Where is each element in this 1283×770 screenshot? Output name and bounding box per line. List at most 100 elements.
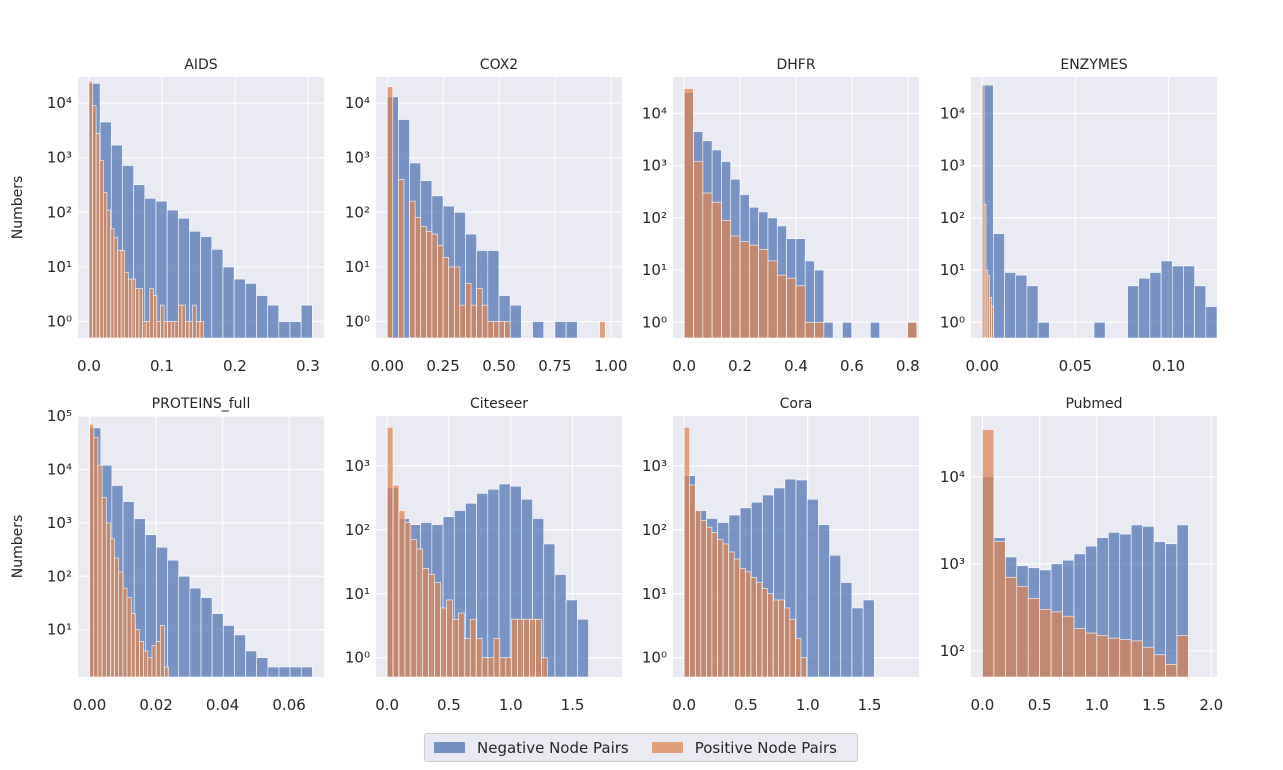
legend-label-negative: Negative Node Pairs: [477, 738, 629, 757]
bar-positive: [1165, 663, 1178, 677]
bar-positive: [170, 321, 176, 338]
legend-swatch-negative: [434, 742, 465, 753]
bar-positive: [481, 304, 489, 338]
x-tick-label: 2.0: [1199, 696, 1223, 714]
bar-positive: [1142, 646, 1155, 677]
bar-positive: [409, 200, 416, 338]
bar-positive: [1050, 611, 1063, 677]
y-tick-label: 10³: [940, 157, 965, 175]
y-tick-label: 10⁰: [642, 649, 667, 667]
bar-positive: [991, 306, 994, 338]
bar-positive: [114, 557, 120, 677]
bar-positive: [499, 657, 507, 677]
bar-positive: [174, 321, 179, 338]
bar-positive: [498, 321, 505, 338]
bar-negative: [256, 657, 269, 677]
y-tick-label: 10²: [345, 521, 370, 539]
bar-negative: [829, 554, 842, 677]
bar-positive: [767, 593, 774, 677]
y-tick-label: 10²: [345, 203, 370, 221]
x-tick-label: 0.04: [206, 696, 239, 714]
bar-positive: [139, 641, 144, 677]
bar-negative: [211, 613, 224, 677]
bar-positive: [750, 577, 757, 677]
bar-positive: [151, 645, 157, 677]
bar-positive: [160, 304, 165, 338]
bar-positive: [426, 230, 433, 338]
x-tick-label: 1.0: [499, 696, 523, 714]
x-tick-label: 0.00: [370, 357, 403, 375]
bar-negative: [189, 587, 202, 677]
bar-positive: [459, 304, 466, 338]
bar-positive: [517, 618, 524, 677]
bar-negative: [289, 666, 302, 677]
bar-positive: [178, 304, 183, 338]
y-tick-label: 10²: [642, 209, 667, 227]
bar-positive: [783, 607, 791, 677]
y-tick-label: 10¹: [47, 258, 72, 276]
bar-positive: [702, 192, 713, 338]
bars: [683, 88, 918, 338]
bar-positive: [487, 657, 495, 677]
x-tick-label: 0.1: [150, 357, 174, 375]
panel-proteins-full: PROTEINS_full 0.00 0.02 0.04 0.06 10¹ 10² 10³ 10…: [10, 396, 324, 714]
y-tick-label: 10⁴: [940, 468, 965, 486]
bar-positive: [437, 244, 444, 338]
bar-positive: [599, 321, 606, 338]
bar-positive: [739, 567, 746, 677]
bar-positive: [1062, 615, 1075, 677]
bar-negative: [565, 599, 578, 677]
bar-negative: [222, 625, 235, 677]
bar-positive: [164, 666, 169, 677]
bar-positive: [458, 612, 465, 677]
bar-positive: [431, 233, 438, 338]
bar-positive: [469, 618, 477, 677]
bar-positive: [795, 638, 802, 677]
y-tick-label: 10⁰: [642, 313, 667, 331]
bar-positive: [159, 625, 165, 677]
bar-positive: [167, 321, 172, 338]
bars: [982, 429, 1189, 677]
bar-negative: [267, 666, 280, 677]
bar-positive: [529, 618, 536, 677]
bar-negative: [554, 574, 567, 677]
bar-negative: [166, 209, 179, 338]
bar-positive: [428, 574, 435, 677]
bar-positive: [453, 266, 461, 338]
y-tick-label: 10¹: [47, 621, 72, 639]
y-tick-label: 10⁴: [642, 104, 667, 122]
panel-title: ENZYMES: [1060, 57, 1127, 73]
y-tick-label: 10³: [47, 514, 72, 532]
x-tick-label: 0.06: [272, 696, 305, 714]
bar-positive: [414, 217, 422, 338]
bar-positive: [993, 541, 1006, 677]
bar-negative: [993, 233, 1005, 338]
y-tick-label: 10²: [47, 203, 72, 221]
bar-negative: [245, 283, 257, 338]
y-tick-label: 10⁰: [345, 649, 370, 667]
bar-positive: [422, 567, 429, 677]
bar-positive: [452, 618, 459, 677]
x-tick-label: 1.5: [1142, 696, 1166, 714]
bar-positive: [711, 201, 722, 338]
bar-positive: [728, 551, 735, 677]
bar-positive: [106, 209, 111, 338]
bar-positive: [446, 599, 453, 677]
bar-positive: [398, 179, 405, 338]
x-tick-label: 0.25: [426, 357, 459, 375]
bar-positive: [739, 241, 750, 338]
bar-positive: [153, 295, 158, 338]
y-tick-label: 10⁰: [345, 313, 370, 331]
bar-negative: [278, 321, 291, 338]
bar-positive: [113, 236, 118, 338]
x-tick-label: 0.0: [971, 696, 995, 714]
bar-negative: [1165, 543, 1178, 677]
bar-positive: [124, 271, 129, 338]
bar-positive: [541, 657, 548, 677]
bar-positive: [398, 510, 406, 677]
y-tick-label: 10⁵: [47, 407, 72, 425]
bar-positive: [386, 86, 394, 338]
y-tick-label: 10¹: [345, 258, 370, 276]
bar-positive: [493, 638, 501, 677]
y-tick-label: 10³: [345, 457, 370, 475]
